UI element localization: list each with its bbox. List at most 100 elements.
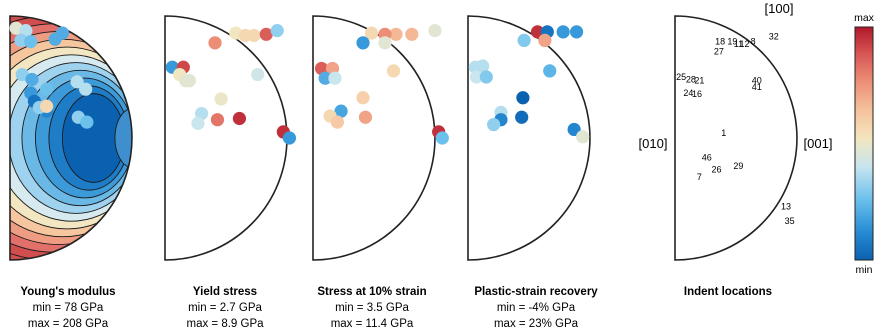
data-point [530,25,545,39]
panel-title: Young's modulus [20,286,115,298]
data-point [405,27,419,41]
data-point [576,130,590,144]
indent-label: 35 [785,216,795,226]
colorbar-gradient [854,26,874,261]
indent-label: 41 [752,82,762,92]
data-point [378,36,392,50]
data-point [270,24,284,38]
data-point [543,64,557,78]
contour-band [114,108,132,168]
data-point [328,71,342,85]
panel-max: max = 11.4 GPa [331,318,414,330]
indent-label: 13 [781,201,791,211]
data-point [476,59,490,73]
panel-max: max = 208 GPa [28,318,109,330]
contour-field [10,16,132,260]
indent-label: 21 [694,76,704,86]
panel-max: max = 8.9 GPa [186,318,264,330]
data-point [517,33,531,48]
colorbar-min-label: min [856,264,873,276]
axis-label-left: [010] [639,136,668,151]
data-point [208,36,222,50]
panel-max: max = 23% GPa [494,318,579,330]
panel-min: min = 3.5 GPa [335,302,409,314]
data-point [15,67,29,82]
data-point [386,64,401,78]
data-point [179,74,193,88]
data-point [55,26,70,40]
data-point [567,122,581,137]
indent-label: 11 [734,39,743,49]
indent-label: 40 [752,76,762,86]
data-point [210,113,225,127]
data-point [487,117,501,132]
data-point [356,36,370,50]
data-point [358,110,373,124]
data-point [25,72,39,87]
data-point [214,92,228,106]
pole-figure-outline [467,15,591,261]
data-point [259,27,273,41]
data-point [538,33,552,48]
indent-label: 27 [714,46,724,56]
data-point [479,70,493,84]
colorbar-max-label: max [854,12,875,24]
indent-label: 24 [683,88,693,98]
data-point [282,131,297,145]
data-point [556,25,570,39]
data-point [251,67,265,82]
data-point [428,24,442,38]
indent-label: 16 [692,89,702,99]
data-point [191,116,205,130]
data-point [40,82,54,96]
data-point [435,131,449,145]
data-point [238,28,253,43]
data-point [356,91,370,105]
panel-2: Yield stress min = 2.7 GPa max = 8.9 GPa [164,15,297,330]
indent-label: 1 [721,128,726,138]
data-point [515,110,529,124]
indent-label: 12 [740,39,750,49]
data-point [19,24,33,38]
data-point [14,33,28,48]
data-point [569,25,584,39]
pole-figure-outline [312,15,436,261]
data-point [516,91,530,105]
panel-min: min = -4% GPa [497,302,576,314]
data-point [80,115,94,129]
pole-figure-outline [674,15,798,261]
panel-4: Plastic-strain recovery min = -4% GPa max … [467,15,598,330]
pole-figure-outline [164,15,288,261]
indent-label: 18 [715,37,725,47]
indent-label: 28 [686,74,696,84]
data-point [232,111,247,126]
panel-title: Yield stress [193,286,257,298]
panel-min: min = 2.7 GPa [188,302,262,314]
panel-title: Stress at 10% strain [317,286,426,298]
indent-label: 46 [702,153,712,163]
indent-label: 26 [711,165,721,175]
data-point [24,35,38,49]
data-point [330,115,344,129]
data-point [40,99,54,113]
panel-1: Young's modulus min = 78 GPa max = 208 GPa [9,15,133,330]
axis-label-top: [100] [765,1,794,16]
data-point [364,26,379,40]
indent-label: 7 [697,172,702,182]
data-point [70,75,84,89]
data-point [469,70,484,84]
data-point [389,27,403,41]
data-point [334,104,348,118]
axis-label-right: [001] [804,136,833,151]
panels-layer: Young's modulus min = 78 GPa max = 208 GPa… [9,15,798,330]
colorbar: max min [854,12,875,276]
panel-title: Plastic-strain recovery [474,286,598,298]
indent-label: 25 [676,72,686,82]
panel-min: min = 78 GPa [33,302,104,314]
data-point [318,71,332,85]
indent-label: 8 [751,37,756,47]
panel-title: Indent locations [684,286,772,298]
indent-label: 29 [733,161,743,171]
